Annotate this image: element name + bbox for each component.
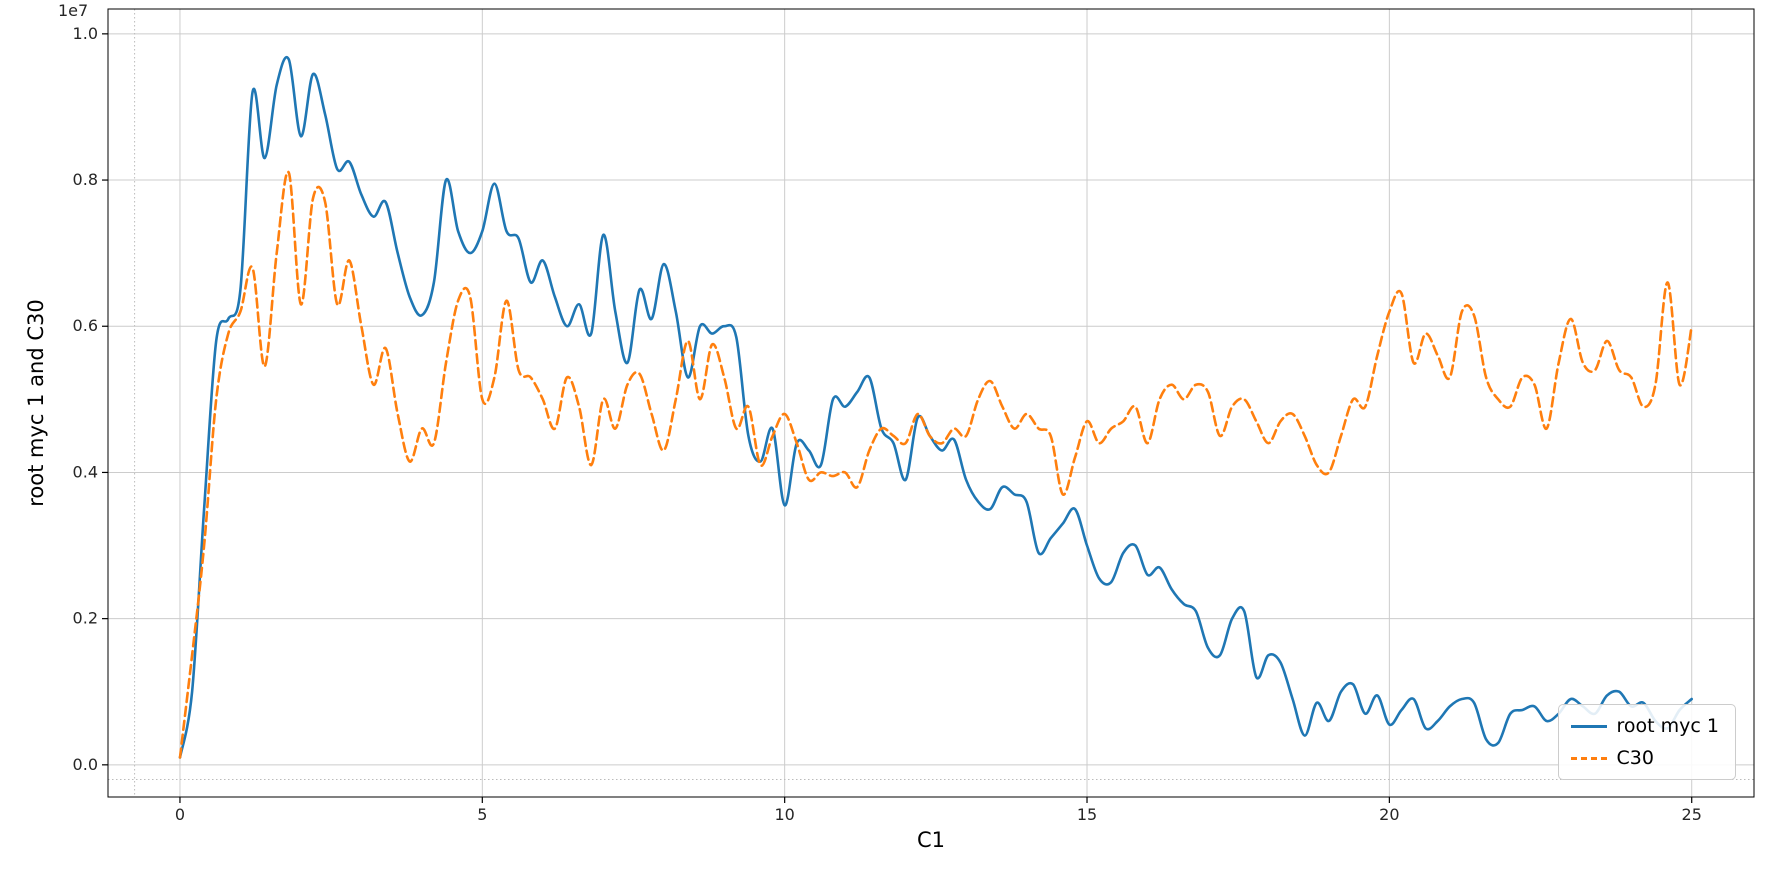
x-tick-label: 20 xyxy=(1379,805,1399,824)
plot-border xyxy=(107,8,1755,798)
y-tick-label: 0.8 xyxy=(73,170,98,189)
legend-line-sample-solid xyxy=(1570,724,1607,728)
y-tick-label: 1.0 xyxy=(73,24,98,43)
y-tick-label: 0.0 xyxy=(73,755,98,774)
y-tick-label: 0.4 xyxy=(73,462,98,481)
series-line-root-myc-1 xyxy=(178,56,1693,759)
legend-label-c30: C30 xyxy=(1616,747,1654,769)
series-line-c30 xyxy=(178,170,1693,759)
x-tick-label: 10 xyxy=(774,805,794,824)
y-tick-label: 0.2 xyxy=(73,609,98,628)
y-tick-label: 0.6 xyxy=(73,316,98,335)
y-axis-label: root myc 1 and C30 xyxy=(24,299,48,507)
legend-item-root-myc-1: root myc 1 xyxy=(1570,715,1719,737)
x-tick-label: 25 xyxy=(1682,805,1702,824)
x-tick-label: 15 xyxy=(1077,805,1097,824)
legend-line-sample-dashed xyxy=(1570,756,1607,760)
x-axis-label: C1 xyxy=(916,828,946,852)
x-tick-label: 0 xyxy=(175,805,185,824)
legend: root myc 1 C30 xyxy=(1557,704,1736,780)
y-axis-offset-label: 1e7 xyxy=(58,1,89,20)
legend-label-root-myc-1: root myc 1 xyxy=(1616,715,1719,737)
x-tick-label: 5 xyxy=(477,805,487,824)
legend-item-c30: C30 xyxy=(1570,747,1719,769)
